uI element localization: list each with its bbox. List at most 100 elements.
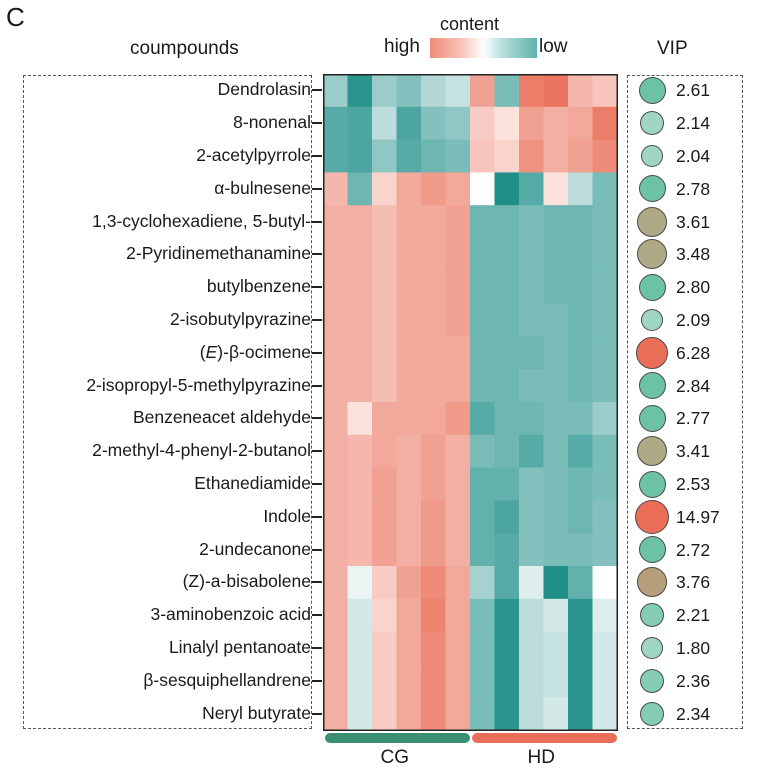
heatmap-cell: [543, 402, 569, 436]
vip-value: 3.41: [676, 441, 711, 462]
row-tick: [312, 89, 322, 92]
heatmap-cell: [347, 172, 373, 206]
heatmap-cell: [421, 369, 447, 403]
heatmap-cell: [323, 697, 349, 731]
heatmap-cell: [494, 598, 520, 633]
vip-value: 3.48: [676, 244, 711, 265]
panel-letter: C: [6, 2, 25, 32]
heatmap-cell: [519, 533, 545, 567]
heatmap-cell: [347, 238, 373, 272]
heatmap-cell: [470, 500, 496, 534]
heatmap-cell: [396, 697, 422, 731]
vip-header: VIP: [657, 38, 688, 59]
heatmap-cell: [323, 106, 349, 141]
heatmap-cell: [347, 369, 373, 403]
row-label: Dendrolasin: [217, 79, 311, 100]
vip-value: 2.84: [676, 375, 711, 396]
row-tick: [312, 187, 322, 190]
heatmap-cell: [519, 205, 545, 239]
heatmap-cell: [543, 467, 569, 501]
row-label: butylbenzene: [206, 276, 311, 297]
heatmap-cell: [568, 631, 594, 665]
heatmap-cell: [323, 205, 349, 239]
heatmap-cell: [396, 369, 422, 403]
heatmap-cell: [494, 631, 520, 665]
heatmap-cell: [372, 533, 398, 567]
heatmap-cell: [347, 434, 373, 469]
row-tick: [312, 155, 322, 157]
heatmap-cell: [347, 566, 373, 600]
row-label: 2-isobutylpyrazine: [169, 309, 311, 329]
row-label: Indole: [263, 505, 311, 526]
heatmap-cell: [347, 303, 373, 337]
heatmap-cell: [543, 238, 569, 272]
row-tick: [312, 384, 322, 387]
heatmap-cell: [421, 500, 447, 534]
heatmap-cell: [372, 205, 398, 239]
heatmap-cell: [543, 598, 569, 633]
heatmap-cell: [568, 402, 594, 436]
heatmap-cell: [445, 566, 471, 600]
heatmap-cell: [421, 697, 447, 731]
row-label: Benzeneacet aldehyde: [132, 407, 311, 428]
heatmap-cell: [396, 303, 422, 337]
vip-dot: [640, 111, 664, 136]
vip-dot: [638, 273, 666, 301]
row-label: 2-Pyridinemethanamine: [126, 243, 311, 264]
heatmap-cell: [592, 533, 618, 567]
heatmap-cell: [519, 238, 545, 272]
heatmap-cell: [323, 270, 349, 305]
group-label-cg: CG: [380, 747, 410, 768]
heatmap-cell: [372, 369, 398, 403]
row-tick: [312, 286, 322, 289]
heatmap-cell: [519, 172, 545, 206]
heatmap-cell: [347, 402, 373, 436]
heatmap-cell: [421, 631, 447, 665]
heatmap-cell: [396, 631, 422, 665]
vip-value: 2.78: [676, 178, 711, 199]
heatmap-cell: [568, 500, 594, 534]
group-bar-cg: [325, 733, 470, 743]
heatmap-cell: [519, 598, 545, 633]
heatmap-cell: [396, 664, 422, 698]
vip-value: 2.36: [676, 670, 711, 691]
heatmap-cell: [568, 139, 594, 173]
row-label: 1,3-cyclohexadiene, 5-butyl-: [92, 210, 311, 231]
vip-dot: [638, 76, 666, 104]
heatmap-cell: [372, 238, 398, 272]
heatmap-cell: [421, 533, 447, 567]
vip-dot: [641, 309, 663, 331]
heatmap-cell: [592, 566, 618, 600]
heatmap-cell: [421, 434, 447, 469]
heatmap-cell: [543, 566, 569, 600]
row-label: Linalyl pentanoate: [168, 637, 311, 657]
heatmap-cell: [372, 598, 398, 633]
heatmap-cell: [568, 598, 594, 633]
heatmap-cell: [372, 697, 398, 731]
heatmap-cell: [421, 336, 447, 370]
heatmap-cell: [519, 74, 545, 108]
heatmap-cell: [323, 172, 349, 206]
heatmap-cell: [543, 434, 569, 469]
row-tick: [312, 614, 322, 617]
heatmap: [323, 74, 618, 731]
heatmap-cell: [519, 697, 545, 731]
heatmap-cell: [347, 74, 373, 108]
vip-dot: [637, 436, 667, 467]
heatmap-cell: [445, 467, 471, 501]
heatmap-cell: [445, 172, 471, 206]
heatmap-cell: [372, 106, 398, 141]
heatmap-cell: [494, 270, 520, 305]
heatmap-cell: [323, 533, 349, 567]
row-label: Ethanediamide: [194, 473, 311, 493]
legend-title: content: [440, 14, 500, 34]
heatmap-cell: [568, 697, 594, 731]
heatmap-cell: [519, 664, 545, 698]
heatmap-cell: [543, 631, 569, 665]
heatmap-cell: [519, 270, 545, 305]
heatmap-cell: [543, 336, 569, 370]
heatmap-cell: [470, 434, 496, 469]
vip-frame: [627, 75, 743, 729]
heatmap-cell: [494, 697, 520, 731]
heatmap-cell: [568, 533, 594, 567]
